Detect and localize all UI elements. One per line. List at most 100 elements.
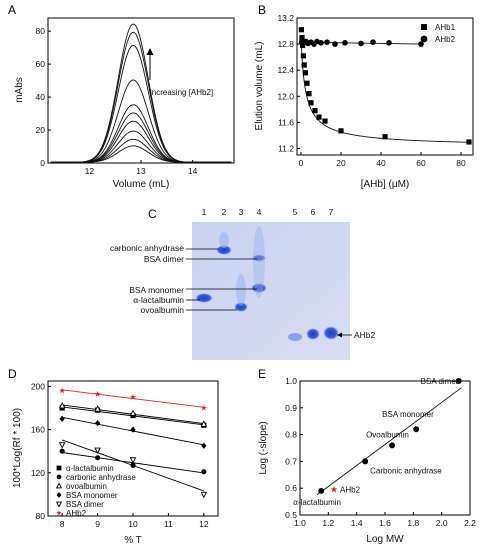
- chart-d-xlabel: % T: [124, 535, 142, 546]
- point-ahb1-14: [466, 139, 472, 145]
- chart-d-ytick-label-0: 80: [36, 511, 46, 521]
- legend-label-d-3: BSA monomer: [66, 491, 118, 500]
- lane-number-7: 7: [329, 207, 334, 217]
- point-label-e-4: BSA monomer: [382, 410, 434, 419]
- gel-label-bsa-monomer: BSA monomer: [129, 285, 184, 295]
- lane-number-3: 3: [239, 207, 244, 217]
- point-ahb2-14: [386, 39, 392, 46]
- chart-e-xtick-label-4: 1.8: [407, 518, 419, 528]
- panel-letter-d: D: [8, 367, 17, 381]
- lane-number-6: 6: [311, 207, 316, 217]
- band-lane2-smear: [219, 232, 229, 248]
- point-ahb2-10: [332, 41, 338, 47]
- point-ahb2-11: [342, 39, 348, 46]
- point-ahb1-12: [338, 128, 344, 134]
- panel-letter-e: E: [258, 367, 266, 381]
- lane-number-5: 5: [293, 207, 298, 217]
- legend-label-ahb2: AHb2: [435, 35, 456, 44]
- legend-label-d-5: AHb2: [66, 509, 87, 518]
- chart-b-xlabel: [AHb] (μM): [361, 179, 410, 190]
- chromatogram-trace-9: [50, 23, 232, 163]
- point-ahb1-3: [300, 53, 306, 59]
- point-d-5-2: [130, 394, 136, 400]
- point-label-e-2: Carbonic anhydrase: [370, 466, 442, 475]
- chart-d-xtick-label-4: 12: [199, 519, 209, 529]
- chart-b-xtick-label-3: 60: [416, 158, 426, 168]
- chromatogram-trace-5: [50, 104, 232, 163]
- band-lane6-ahb2: [306, 328, 320, 340]
- legend-marker-d-0: [56, 465, 62, 471]
- band-lane3-ovoalbumin: [234, 302, 248, 312]
- chart-e-xtick-label-3: 1.6: [379, 518, 391, 528]
- chart-a-curves: [50, 23, 232, 163]
- chart-b-frame: [296, 17, 474, 156]
- point-label-e-1: AHb2: [340, 486, 361, 495]
- legend-label-ahb1: AHb1: [435, 23, 456, 32]
- point-d-2-2: [129, 409, 137, 416]
- point-e-0: [318, 487, 325, 494]
- point-label-e-0: α-lactalbumin: [293, 498, 341, 507]
- chart-b-ytick-label-1: 11.6: [278, 117, 294, 127]
- chart-b: 0 20 40 60 80 11.2 11.6 12.0 12.4 12.8 13.2 AHb1 A…: [254, 13, 474, 190]
- point-d-1-0: [59, 448, 65, 454]
- band-lane7-ahb2: [323, 326, 339, 340]
- chart-b-xtick-label-4: 80: [456, 158, 466, 168]
- point-ahb1-4: [301, 62, 307, 68]
- chart-d-ylabel: 100*Log(Rf * 100): [12, 408, 23, 488]
- point-d-5-0: [59, 387, 66, 394]
- chart-b-legend: AHb1 AHb2: [420, 23, 456, 44]
- chart-a: 12 13 14 0 20 40 60 80 increasing [AHb2] Volume…: [14, 17, 235, 190]
- chart-a-ylabel: mAbs: [14, 77, 25, 103]
- point-ahb1-7: [306, 91, 312, 97]
- chart-d-ytick-label-1: 120: [31, 468, 45, 478]
- point-d-1-3: [201, 469, 207, 475]
- chart-b-xtick-label-2: 40: [376, 158, 386, 168]
- point-d-3-3: [201, 442, 207, 449]
- point-d-1-1: [94, 455, 101, 461]
- chart-e-xlabel: Log MW: [366, 534, 404, 545]
- fit-line-e: [316, 387, 462, 496]
- chart-e-xtick-label-1: 1.2: [322, 518, 334, 528]
- chart-b-ticks: 0 20 40 60 80 11.2 11.6 12.0 12.4 12.8 13.2: [277, 13, 466, 168]
- band-lane2-carbonic-anhydrase: [216, 245, 232, 255]
- chart-e-ytick-label-5: 1.0: [285, 376, 297, 386]
- gel-label-ovoalbumin: ovoalbumin: [141, 305, 185, 315]
- fit-line-d-5: [62, 389, 204, 408]
- chart-e-ticks: 1.0 1.2 1.4 1.6 1.8 2.0 2.2 0.5 0.6 0.7 0.8 0.9 1.0: [285, 376, 476, 528]
- point-ahb1-0: [298, 27, 304, 33]
- chart-a-ytick-label-0: 0: [40, 158, 45, 168]
- point-d-5-3: [200, 404, 207, 411]
- legend-marker-d-2: [55, 482, 63, 489]
- point-d-4-3: [200, 491, 208, 499]
- chromatogram-trace-8: [50, 31, 232, 163]
- chart-a-xtick-label-1: 13: [136, 166, 146, 176]
- chart-e-xtick-label-6: 2.2: [464, 518, 476, 528]
- lane-number-2: 2: [222, 207, 227, 217]
- point-ahb1-9: [312, 108, 318, 114]
- chart-d-ytick-label-3: 200: [31, 381, 45, 391]
- point-label-e-5: BSA dimer: [421, 377, 459, 386]
- band-lane4-smear: [253, 226, 265, 298]
- lane-number-4: 4: [257, 207, 262, 217]
- chart-e-xtick-label-0: 1.0: [294, 518, 306, 528]
- gel-background: [192, 222, 350, 360]
- chart-e-ylabel: Log (-slope): [258, 421, 269, 474]
- chart-d-xtick-label-0: 8: [60, 519, 65, 529]
- point-d-3-0: [59, 415, 65, 422]
- point-d-2-3: [200, 420, 208, 427]
- fit-line-d-4: [62, 439, 204, 492]
- chart-e-points: α-lactalbumin AHb2 Carbonic anhydrase Ovoal…: [293, 377, 462, 507]
- point-d-5-1: [94, 390, 101, 397]
- chart-b-ylabel: Elution volume (mL): [254, 42, 265, 131]
- point-ahb1-6: [304, 80, 310, 86]
- point-ahb1-1: [299, 34, 305, 41]
- chromatogram-trace-4: [50, 112, 232, 163]
- legend-label-d-4: BSA dimer: [66, 500, 104, 509]
- chart-b-ytick-label-3: 12.4: [277, 65, 294, 75]
- point-ahb1-2: [300, 42, 306, 48]
- point-d-3-2: [130, 426, 136, 433]
- chromatogram-trace-1: [50, 138, 232, 163]
- legend-label-d-0: α-lactalbumin: [66, 464, 114, 473]
- point-ahb2-12: [358, 40, 364, 47]
